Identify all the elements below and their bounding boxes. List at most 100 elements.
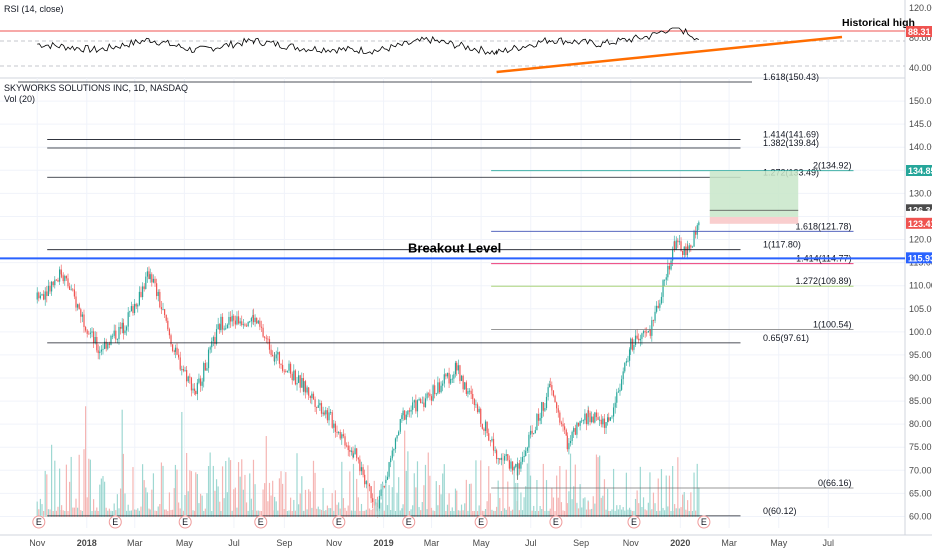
candle-body: [416, 400, 419, 412]
candle-body: [687, 246, 689, 249]
candle-body: [319, 403, 321, 406]
volume-bar: [415, 487, 417, 517]
position-loss-zone[interactable]: [709, 216, 799, 224]
candle-body: [688, 245, 690, 249]
candle-body: [456, 362, 458, 371]
price-tick-label: 100.00: [909, 327, 932, 337]
candle-body: [634, 335, 637, 346]
price-tick-label: 120.00: [909, 235, 932, 245]
candle-body: [608, 417, 610, 421]
earnings-marker[interactable]: [108, 515, 122, 529]
volume-bar: [328, 508, 330, 517]
candle-body: [67, 278, 69, 287]
candle-body: [362, 467, 364, 475]
earnings-marker[interactable]: [332, 515, 346, 529]
fib-level-label-cut: 1.618(150.43): [763, 72, 819, 82]
volume-bar: [600, 497, 602, 517]
rsi-trendline[interactable]: [496, 35, 843, 74]
volume-bar: [116, 494, 118, 517]
volume-bar: [267, 501, 269, 517]
earnings-marker[interactable]: [402, 515, 416, 529]
volume-bar: [630, 509, 632, 517]
candle-body: [55, 279, 58, 281]
candle-body: [241, 321, 243, 326]
volume-bar: [214, 490, 216, 517]
candle-body: [657, 305, 659, 308]
candle-body: [614, 402, 616, 408]
candle-body: [420, 399, 422, 404]
volume-bar: [594, 503, 596, 517]
symbol-title: SKYWORKS SOLUTIONS INC, 1D, NASDAQ: [4, 83, 188, 93]
volume-bar: [491, 509, 493, 517]
volume-bar: [293, 499, 295, 517]
candle-body: [545, 396, 548, 409]
volume-bar: [446, 504, 449, 517]
volume-bar: [609, 510, 611, 517]
volume-bar: [677, 457, 679, 517]
volume-bar: [264, 483, 266, 517]
volume-bar: [257, 510, 259, 517]
volume-bar: [97, 511, 99, 517]
candle-body: [178, 354, 180, 358]
candle-body: [148, 271, 150, 280]
volume-bar: [627, 509, 629, 517]
volume-bar: [410, 509, 412, 517]
time-tick-label: May: [770, 538, 788, 548]
earnings-marker[interactable]: [32, 515, 46, 529]
volume-bar: [544, 510, 546, 517]
volume-bar: [334, 490, 337, 517]
volume-bar: [350, 510, 353, 517]
volume-bar: [445, 510, 447, 517]
candle-body: [262, 327, 264, 337]
candle-body: [194, 388, 196, 391]
candle-body: [308, 387, 310, 396]
earnings-marker[interactable]: [254, 515, 268, 529]
candle-body: [547, 387, 549, 397]
earnings-marker[interactable]: [549, 515, 563, 529]
earnings-marker-glyph: E: [36, 517, 42, 527]
volume-bar: [162, 465, 164, 517]
volume-bar: [338, 502, 340, 517]
candle-body: [533, 433, 535, 435]
candle-body: [130, 306, 132, 312]
volume-bar: [521, 510, 524, 517]
volume-bar: [526, 463, 528, 517]
price-tick-label: 145.00: [909, 119, 932, 129]
volume-bar: [103, 481, 106, 517]
price-tick-label: 110.00: [909, 281, 932, 291]
volume-bar: [119, 488, 122, 517]
volume-bar: [672, 465, 674, 517]
candle-body: [303, 381, 305, 392]
candle-body: [595, 412, 598, 418]
candle-body: [190, 377, 193, 391]
candle-body: [617, 391, 619, 393]
volume-bar: [115, 510, 117, 517]
candle-body: [47, 285, 50, 296]
volume-bar: [678, 508, 681, 517]
candle-body: [510, 461, 512, 469]
candle-body: [165, 315, 167, 321]
volume-bar: [582, 498, 584, 517]
volume-bar: [390, 510, 392, 517]
earnings-marker[interactable]: [627, 515, 641, 529]
candle-body: [274, 358, 276, 362]
volume-bar: [385, 483, 387, 517]
volume-bar: [278, 478, 281, 517]
volume-bar: [244, 474, 246, 517]
volume-bar: [486, 501, 488, 517]
time-tick-label: Nov: [29, 538, 46, 548]
earnings-marker[interactable]: [178, 515, 192, 529]
volume-bar: [536, 480, 538, 517]
time-tick-label: Jul: [823, 538, 835, 548]
volume-bar: [420, 510, 422, 517]
earnings-marker-glyph: E: [406, 517, 412, 527]
volume-bar: [502, 452, 504, 517]
candle-body: [234, 320, 236, 325]
volume-bar: [533, 505, 535, 517]
earnings-marker[interactable]: [697, 515, 711, 529]
volume-bar: [225, 460, 227, 517]
earnings-marker[interactable]: [474, 515, 488, 529]
volume-bar: [113, 503, 115, 517]
position-profit-zone[interactable]: [709, 171, 799, 217]
volume-bar: [143, 480, 145, 517]
